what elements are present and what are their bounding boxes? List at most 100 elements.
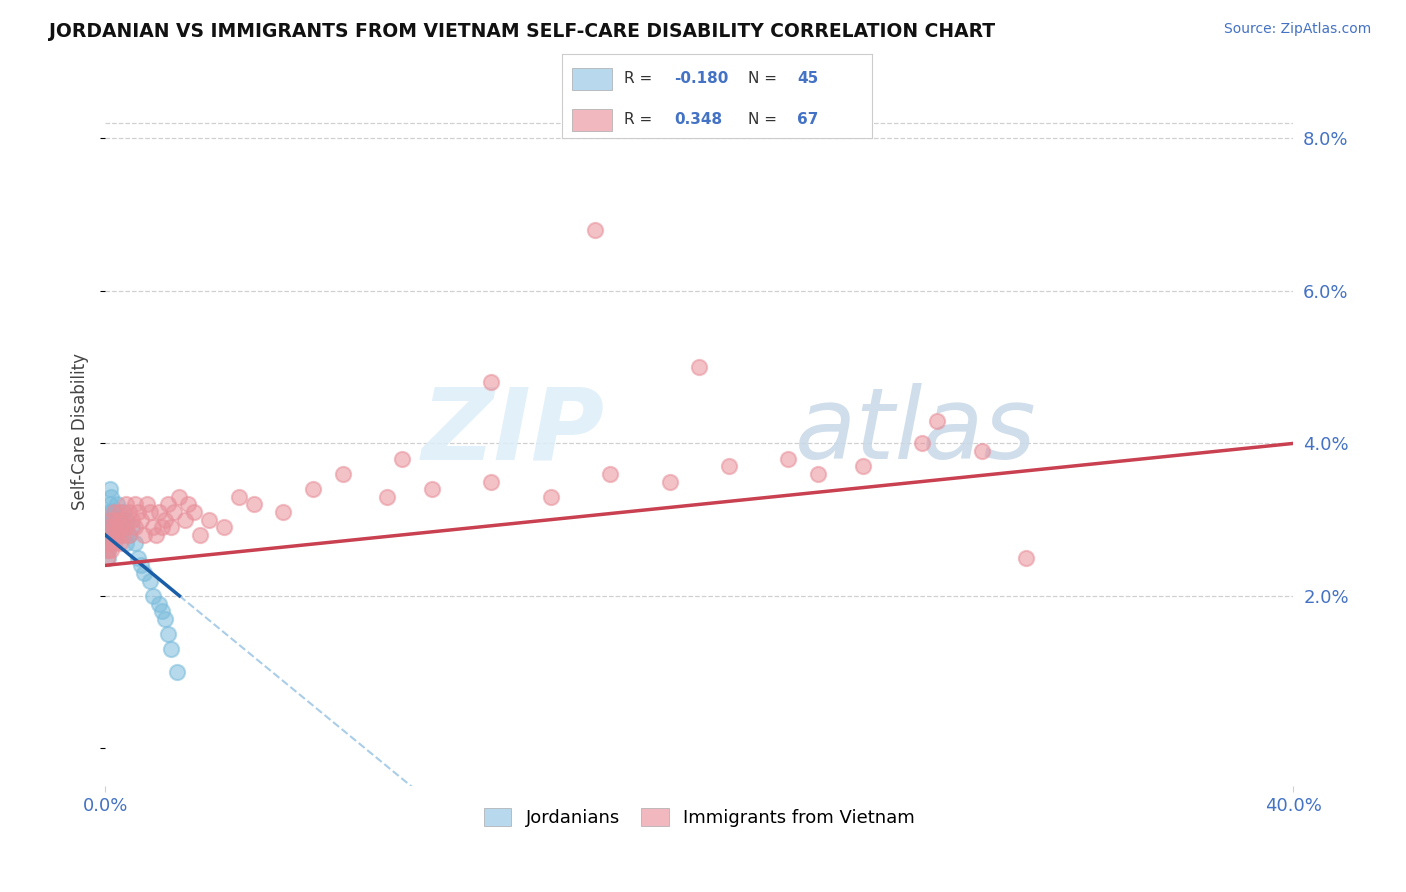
Point <box>100 528 122 542</box>
Point <box>108 505 131 519</box>
Point <box>100 528 122 542</box>
Point <box>98 482 121 496</box>
Point <box>852 459 875 474</box>
Point <box>145 528 167 542</box>
Point <box>115 535 138 549</box>
Point <box>97 535 120 549</box>
Point <box>198 513 221 527</box>
Point <box>118 528 141 542</box>
Point <box>115 497 138 511</box>
Point <box>174 513 197 527</box>
Point <box>1015 550 1038 565</box>
Point <box>688 360 710 375</box>
Point <box>105 497 128 511</box>
Point <box>242 497 264 511</box>
Text: atlas: atlas <box>794 384 1036 481</box>
Point <box>96 550 118 565</box>
Point <box>212 520 235 534</box>
Point <box>121 520 143 534</box>
Text: 0.348: 0.348 <box>673 112 721 128</box>
Point <box>97 550 120 565</box>
Point <box>103 505 125 519</box>
Point <box>391 451 413 466</box>
Point <box>103 513 125 527</box>
Point <box>115 513 138 527</box>
Bar <box>572 109 612 130</box>
Point <box>177 497 200 511</box>
Point <box>162 505 184 519</box>
Point <box>599 467 621 481</box>
Point <box>121 513 143 527</box>
Y-axis label: Self-Care Disability: Self-Care Disability <box>72 353 89 510</box>
Point <box>132 566 155 580</box>
Point <box>156 497 179 511</box>
Point <box>124 520 146 534</box>
Point <box>377 490 399 504</box>
Point <box>97 520 120 534</box>
Bar <box>572 68 612 90</box>
Point <box>112 505 135 519</box>
Point <box>139 505 162 519</box>
Point <box>153 513 176 527</box>
Point <box>100 513 122 527</box>
Point <box>150 604 173 618</box>
Point <box>583 223 606 237</box>
Point <box>97 513 120 527</box>
Point <box>98 497 121 511</box>
Point <box>96 528 118 542</box>
Point <box>166 665 188 679</box>
Point <box>103 535 125 549</box>
Point <box>159 642 181 657</box>
Text: R =: R = <box>624 71 652 87</box>
Point <box>332 467 354 481</box>
Point <box>169 490 191 504</box>
Point <box>129 513 152 527</box>
Point <box>129 558 152 573</box>
Point <box>148 505 170 519</box>
Point <box>302 482 325 496</box>
Point <box>118 505 141 519</box>
Point <box>479 376 502 390</box>
Point <box>96 535 118 549</box>
Point <box>103 520 125 534</box>
Text: 67: 67 <box>797 112 818 128</box>
Point <box>273 505 295 519</box>
Text: R =: R = <box>624 112 652 128</box>
Point <box>115 520 138 534</box>
Point <box>97 543 120 558</box>
Point <box>142 520 165 534</box>
Point <box>142 589 165 603</box>
Point <box>105 528 128 542</box>
Point <box>100 513 122 527</box>
Point <box>778 451 800 466</box>
Point <box>105 528 128 542</box>
Point <box>718 459 741 474</box>
Point <box>118 528 141 542</box>
Point <box>911 436 934 450</box>
Point <box>103 528 125 542</box>
Point <box>807 467 830 481</box>
Point <box>97 543 120 558</box>
Point <box>127 505 149 519</box>
Text: ZIP: ZIP <box>422 384 605 481</box>
Point <box>108 528 131 542</box>
Point <box>103 520 125 534</box>
Point <box>479 475 502 489</box>
Point <box>156 627 179 641</box>
Point <box>97 535 120 549</box>
Point <box>97 528 120 542</box>
Point <box>112 520 135 534</box>
Point <box>139 574 162 588</box>
Point <box>100 535 122 549</box>
Point <box>97 520 120 534</box>
Point <box>148 597 170 611</box>
Point <box>100 520 122 534</box>
Legend: Jordanians, Immigrants from Vietnam: Jordanians, Immigrants from Vietnam <box>477 800 922 834</box>
Point <box>97 513 120 527</box>
Point <box>540 490 562 504</box>
Point <box>103 505 125 519</box>
Point <box>124 497 146 511</box>
Point <box>925 413 948 427</box>
Point <box>100 543 122 558</box>
Text: -0.180: -0.180 <box>673 71 728 87</box>
